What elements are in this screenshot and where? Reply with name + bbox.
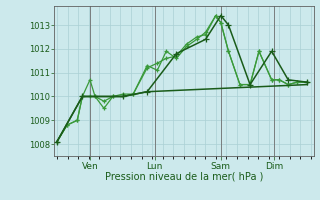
X-axis label: Pression niveau de la mer( hPa ): Pression niveau de la mer( hPa ) (105, 172, 263, 182)
